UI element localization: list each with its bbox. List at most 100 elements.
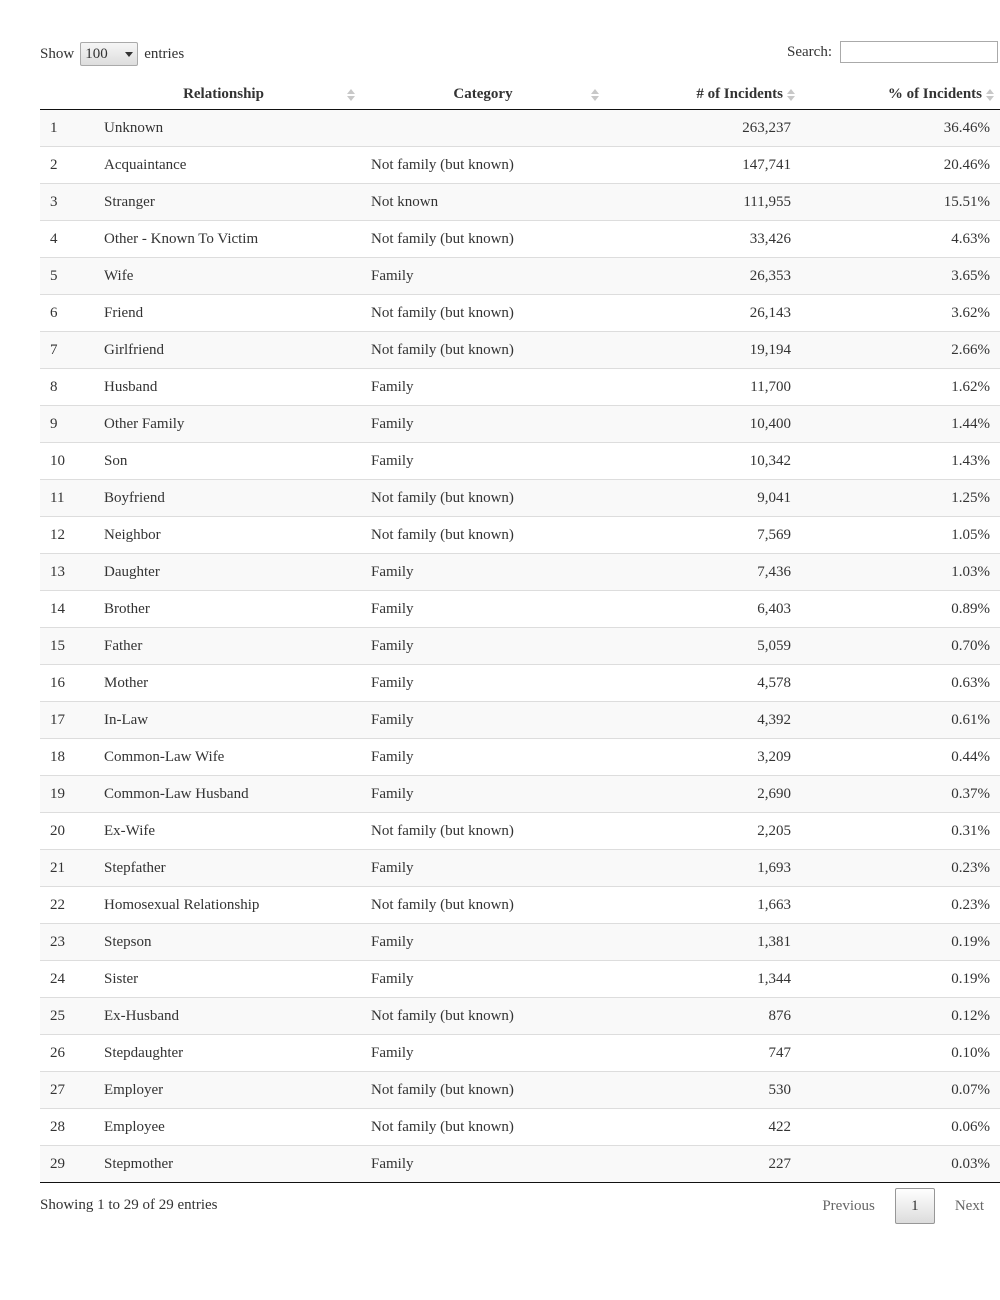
- show-label: Show: [40, 45, 75, 62]
- table-row: 15 Father Family 5,059 0.70%: [40, 627, 1000, 665]
- category-cell: Family: [371, 738, 615, 776]
- row-index: 24: [40, 960, 104, 998]
- row-index: 9: [40, 405, 104, 443]
- row-index: 16: [40, 664, 104, 702]
- category-cell: Not family (but known): [371, 220, 615, 258]
- page-button-current[interactable]: 1: [894, 1188, 935, 1224]
- relationship-cell: Boyfriend: [104, 479, 371, 517]
- table-info: Showing 1 to 29 of 29 entries: [40, 1197, 218, 1213]
- column-header-incidents[interactable]: # of Incidents: [615, 80, 805, 110]
- table-row: 1 Unknown 263,237 36.46%: [40, 109, 1000, 147]
- row-index: 26: [40, 1034, 104, 1072]
- search-label: Search:: [787, 43, 832, 60]
- incidents-cell: 10,342: [615, 442, 805, 480]
- incidents-cell: 2,205: [615, 812, 805, 850]
- percent-cell: 0.19%: [805, 923, 1000, 961]
- table-row: 17 In-Law Family 4,392 0.61%: [40, 701, 1000, 739]
- percent-cell: 0.44%: [805, 738, 1000, 776]
- incidents-cell: 26,353: [615, 257, 805, 295]
- incidents-cell: 10,400: [615, 405, 805, 443]
- percent-cell: 0.10%: [805, 1034, 1000, 1072]
- percent-cell: 1.25%: [805, 479, 1000, 517]
- relationship-cell: Common-Law Wife: [104, 738, 371, 776]
- relationship-cell: Sister: [104, 960, 371, 998]
- column-header-label: # of Incidents: [696, 86, 783, 102]
- category-cell: Not family (but known): [371, 812, 615, 850]
- category-cell: [371, 110, 615, 147]
- relationship-cell: Stranger: [104, 183, 371, 221]
- row-index: 5: [40, 257, 104, 295]
- relationship-cell: Acquaintance: [104, 146, 371, 184]
- incidents-cell: 11,700: [615, 368, 805, 406]
- row-index: 19: [40, 775, 104, 813]
- entries-label: entries: [144, 45, 185, 62]
- row-index: 20: [40, 812, 104, 850]
- sort-icon: [986, 89, 994, 103]
- incidents-cell: 422: [615, 1108, 805, 1146]
- category-cell: Family: [371, 960, 615, 998]
- percent-cell: 0.70%: [805, 627, 1000, 665]
- table-row: 10 Son Family 10,342 1.43%: [40, 442, 1000, 480]
- category-cell: Not family (but known): [371, 886, 615, 924]
- percent-cell: 1.44%: [805, 405, 1000, 443]
- relationship-cell: Stepmother: [104, 1145, 371, 1183]
- category-cell: Family: [371, 590, 615, 628]
- row-index: 25: [40, 997, 104, 1035]
- data-table: Relationship Category # of Incidents % o…: [40, 80, 1000, 1183]
- column-header-percent[interactable]: % of Incidents: [805, 80, 1000, 110]
- table-row: 23 Stepson Family 1,381 0.19%: [40, 923, 1000, 961]
- incidents-cell: 6,403: [615, 590, 805, 628]
- relationship-cell: Mother: [104, 664, 371, 702]
- percent-cell: 0.19%: [805, 960, 1000, 998]
- relationship-cell: Son: [104, 442, 371, 480]
- next-button[interactable]: Next: [954, 1198, 984, 1214]
- table-row: 6 Friend Not family (but known) 26,143 3.62%: [40, 294, 1000, 332]
- table-footer: Showing 1 to 29 of 29 entries Previous 1…: [40, 1183, 1000, 1243]
- table-row: 16 Mother Family 4,578 0.63%: [40, 664, 1000, 702]
- row-index: 23: [40, 923, 104, 961]
- row-index: 21: [40, 849, 104, 887]
- relationship-cell: Wife: [104, 257, 371, 295]
- relationship-cell: Brother: [104, 590, 371, 628]
- row-index: 18: [40, 738, 104, 776]
- percent-cell: 3.65%: [805, 257, 1000, 295]
- percent-cell: 20.46%: [805, 146, 1000, 184]
- relationship-cell: Stepdaughter: [104, 1034, 371, 1072]
- row-index: 15: [40, 627, 104, 665]
- relationship-cell: Husband: [104, 368, 371, 406]
- incidents-cell: 1,381: [615, 923, 805, 961]
- percent-cell: 0.07%: [805, 1071, 1000, 1109]
- table-row: 27 Employer Not family (but known) 530 0.07%: [40, 1071, 1000, 1109]
- table-row: 8 Husband Family 11,700 1.62%: [40, 368, 1000, 406]
- table-row: 25 Ex-Husband Not family (but known) 876 0.1…: [40, 997, 1000, 1035]
- search-control: Search:: [787, 41, 998, 63]
- category-cell: Not family (but known): [371, 146, 615, 184]
- incidents-cell: 1,663: [615, 886, 805, 924]
- entries-per-page-select[interactable]: 100: [80, 42, 139, 66]
- previous-button[interactable]: Previous: [822, 1198, 875, 1214]
- row-index: 14: [40, 590, 104, 628]
- table-row: 20 Ex-Wife Not family (but known) 2,205 0.31…: [40, 812, 1000, 850]
- incidents-cell: 19,194: [615, 331, 805, 369]
- table-row: 21 Stepfather Family 1,693 0.23%: [40, 849, 1000, 887]
- percent-cell: 1.43%: [805, 442, 1000, 480]
- percent-cell: 1.05%: [805, 516, 1000, 554]
- category-cell: Family: [371, 775, 615, 813]
- sort-icon: [347, 89, 355, 103]
- column-header-category[interactable]: Category: [371, 80, 615, 110]
- incidents-cell: 9,041: [615, 479, 805, 517]
- column-header-relationship[interactable]: Relationship: [104, 80, 371, 110]
- table-row: 2 Acquaintance Not family (but known) 147,7…: [40, 146, 1000, 184]
- incidents-cell: 4,578: [615, 664, 805, 702]
- incidents-cell: 227: [615, 1145, 805, 1183]
- table-row: 13 Daughter Family 7,436 1.03%: [40, 553, 1000, 591]
- table-row: 26 Stepdaughter Family 747 0.10%: [40, 1034, 1000, 1072]
- category-cell: Not family (but known): [371, 516, 615, 554]
- category-cell: Not family (but known): [371, 1108, 615, 1146]
- percent-cell: 0.06%: [805, 1108, 1000, 1146]
- incidents-cell: 1,344: [615, 960, 805, 998]
- search-input[interactable]: [840, 41, 998, 63]
- row-index: 3: [40, 183, 104, 221]
- category-cell: Family: [371, 442, 615, 480]
- row-index: 22: [40, 886, 104, 924]
